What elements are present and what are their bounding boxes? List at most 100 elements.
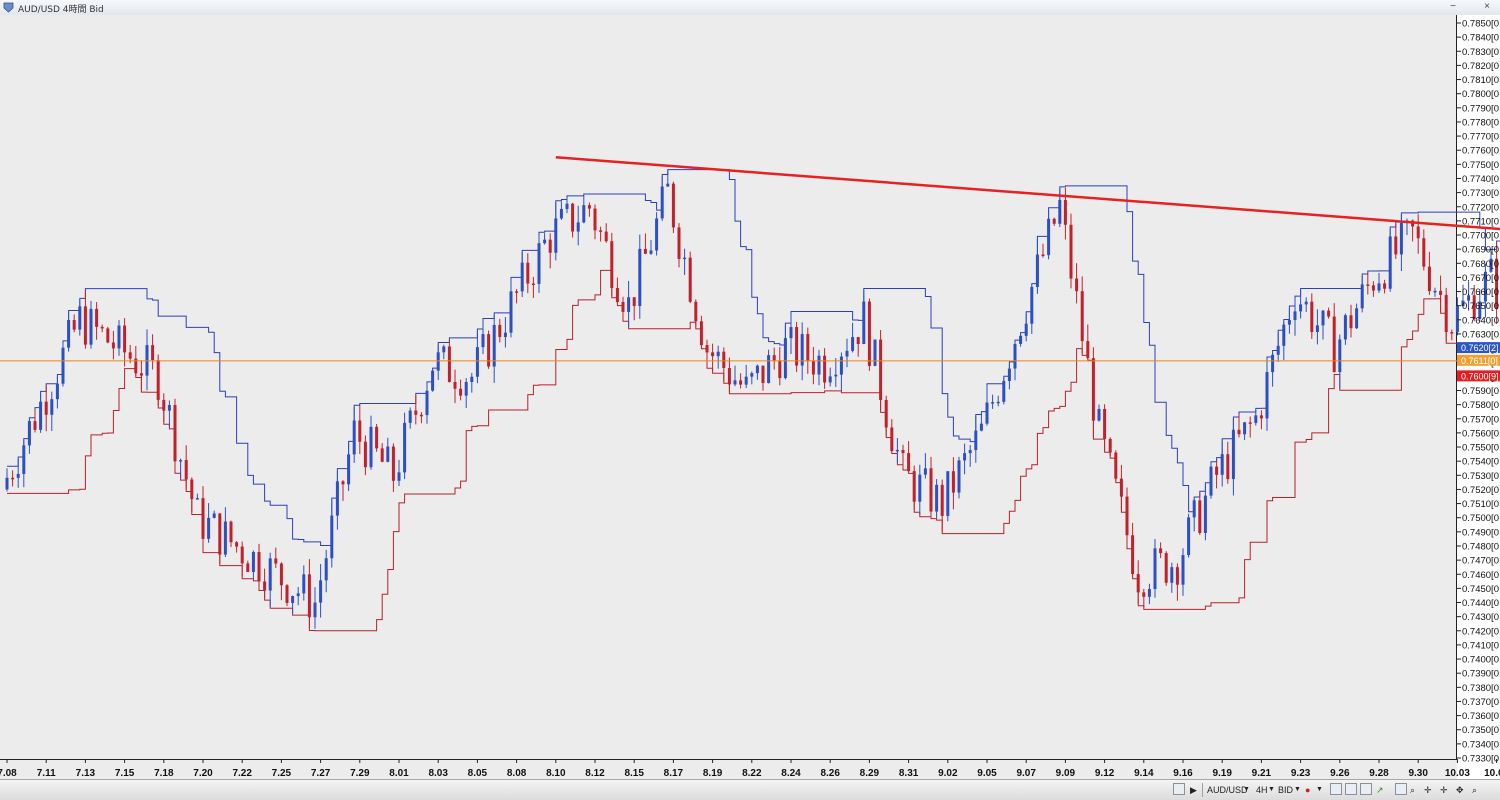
candle-body	[1417, 226, 1420, 238]
candle-body	[694, 302, 697, 322]
candle-body	[470, 377, 473, 382]
template-button[interactable]	[1360, 783, 1372, 795]
candle-body	[560, 209, 563, 218]
x-tick-label: 7.27	[311, 768, 331, 779]
candle-body	[1109, 439, 1112, 453]
candle-body	[358, 421, 361, 442]
price-chart[interactable]: 0.7850[00.7840[00.7830[00.7820[00.7810[0…	[0, 15, 1500, 779]
candle-body	[924, 468, 927, 474]
candle-body	[862, 302, 865, 344]
symbol-selector[interactable]: AUD/USD	[1207, 784, 1248, 796]
candle-body	[1154, 548, 1157, 589]
candle-body	[1148, 589, 1151, 597]
candle-body	[1114, 453, 1117, 479]
x-tick-label: 8.17	[664, 768, 684, 779]
candle-body	[314, 603, 317, 618]
candle-body	[78, 306, 81, 329]
y-tick-label: 0.7520[0	[1462, 485, 1499, 496]
candle-body	[235, 542, 238, 546]
candle-body	[1019, 336, 1022, 344]
y-tick-label: 0.7740[0	[1462, 174, 1499, 185]
candle-body	[986, 403, 989, 424]
candle-body	[202, 498, 205, 539]
crosshair-alt-icon[interactable]: ✛	[1440, 784, 1448, 796]
candle-body	[616, 288, 619, 302]
indicator-button[interactable]	[1345, 783, 1357, 795]
candle-body	[1086, 341, 1089, 358]
candle-body	[398, 472, 401, 480]
chart-type-button[interactable]	[1330, 783, 1342, 795]
plot-area[interactable]	[0, 15, 1457, 779]
candle-body	[241, 547, 244, 564]
status-separator	[1202, 783, 1203, 797]
app-icon	[3, 2, 14, 13]
candle-body	[465, 382, 468, 396]
x-tick-label: 9.21	[1252, 768, 1272, 779]
candle-body	[700, 321, 703, 345]
candle-body	[454, 382, 457, 389]
search-icon[interactable]: ⌕	[1472, 784, 1477, 796]
y-tick-label: 0.7670[0	[1462, 273, 1499, 284]
y-tick-label: 0.7500[0	[1462, 513, 1499, 524]
y-tick-label: 0.7570[0	[1462, 414, 1499, 425]
candle-body	[638, 249, 641, 306]
x-tick-label: 8.31	[899, 768, 919, 779]
candle-body	[342, 481, 345, 484]
candle-body	[1254, 415, 1257, 423]
candle-body	[946, 471, 949, 516]
candle-body	[1439, 291, 1442, 295]
crosshair-icon[interactable]: ✛	[1424, 784, 1432, 796]
candle-body	[1131, 535, 1134, 574]
candle-body	[1249, 422, 1252, 424]
candle-body	[370, 427, 373, 467]
candle-body	[750, 373, 753, 376]
zoom-icon[interactable]: ⌕	[1410, 784, 1415, 796]
candle-body	[437, 352, 440, 370]
candle-body	[106, 328, 109, 342]
candle-body	[834, 375, 837, 377]
candle-body	[34, 421, 37, 430]
candle-body	[420, 415, 423, 417]
candle-body	[829, 376, 832, 382]
y-tick-label: 0.7460[0	[1462, 570, 1499, 581]
y-tick-label: 0.7720[0	[1462, 202, 1499, 213]
candle-body	[739, 380, 742, 384]
candle-body	[526, 263, 529, 284]
x-tick-label: 10.03	[1445, 768, 1470, 779]
candle-body	[1058, 200, 1061, 224]
candle-body	[1002, 381, 1005, 402]
draw-tool-icon[interactable]: ↗	[1376, 784, 1384, 796]
scroll-toggle-button[interactable]	[1173, 783, 1185, 795]
timeframe-selector[interactable]: 4H	[1256, 784, 1268, 796]
candle-body	[874, 340, 877, 366]
candle-body	[806, 334, 809, 360]
minimize-button[interactable]: −	[1446, 1, 1460, 13]
candle-body	[1165, 553, 1168, 583]
candle-body	[190, 479, 193, 499]
candle-body	[246, 563, 249, 572]
candle-body	[543, 240, 546, 244]
candle-body	[1282, 325, 1285, 346]
candle-body	[1277, 346, 1280, 355]
candle-body	[90, 309, 93, 345]
x-tick-label: 9.02	[938, 768, 958, 779]
candle-body	[1008, 369, 1011, 381]
candle-body	[650, 250, 653, 253]
candle-body	[56, 384, 59, 399]
candle-body	[711, 352, 714, 356]
candle-body	[1305, 302, 1308, 305]
marker-icon[interactable]: ●	[1305, 784, 1310, 796]
price-type-selector[interactable]: BID	[1278, 784, 1293, 796]
candle-body	[403, 423, 406, 473]
close-button[interactable]: ×	[1480, 1, 1494, 13]
settings-button[interactable]	[1395, 783, 1407, 795]
candle-body	[1389, 236, 1392, 288]
scroll-right-icon[interactable]: ▶	[1190, 784, 1197, 796]
x-tick-label: 7.22	[232, 768, 252, 779]
candle-body	[633, 297, 636, 306]
y-tick-label: 0.7660[0	[1462, 287, 1499, 298]
move-icon[interactable]: ✥	[1456, 784, 1464, 796]
candle-body	[1204, 496, 1207, 533]
candle-body	[297, 593, 300, 596]
candle-body	[196, 498, 199, 500]
